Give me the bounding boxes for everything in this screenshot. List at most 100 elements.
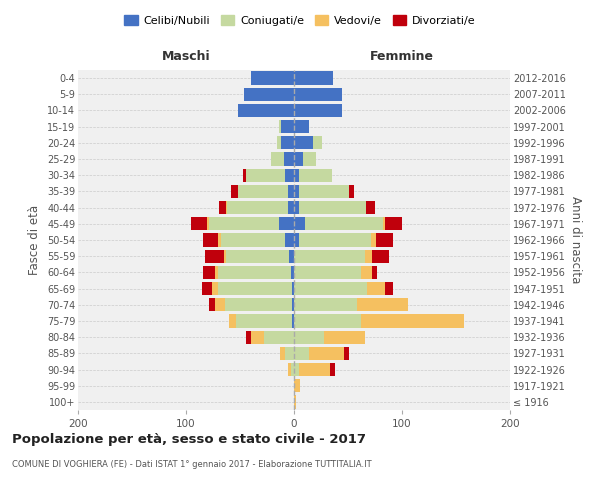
Bar	[302, 152, 316, 166]
Bar	[299, 363, 329, 376]
Bar	[281, 136, 294, 149]
Bar	[372, 266, 377, 279]
Bar	[294, 104, 341, 117]
Bar	[287, 185, 294, 198]
Bar	[313, 136, 322, 149]
Bar	[294, 250, 365, 263]
Bar	[329, 363, 335, 376]
Y-axis label: Fasce di età: Fasce di età	[28, 205, 41, 275]
Bar	[361, 314, 464, 328]
Bar	[292, 298, 294, 312]
Bar	[238, 104, 294, 117]
Bar	[191, 217, 206, 230]
Bar	[294, 120, 309, 134]
Bar	[383, 217, 385, 230]
Bar	[279, 120, 281, 134]
Bar	[294, 72, 333, 85]
Bar	[287, 363, 291, 376]
Bar	[294, 379, 301, 392]
Bar	[206, 217, 209, 230]
Bar	[218, 266, 291, 279]
Bar	[376, 234, 394, 246]
Bar	[202, 282, 212, 295]
Bar	[203, 234, 218, 246]
Bar	[294, 234, 299, 246]
Bar	[212, 282, 218, 295]
Bar	[221, 234, 286, 246]
Bar	[215, 298, 225, 312]
Bar	[224, 250, 226, 263]
Bar	[287, 201, 294, 214]
Bar	[344, 346, 349, 360]
Bar	[294, 396, 296, 408]
Bar	[292, 314, 294, 328]
Bar	[209, 217, 279, 230]
Bar	[294, 363, 299, 376]
Bar	[294, 266, 361, 279]
Bar	[294, 217, 305, 230]
Bar	[299, 168, 332, 182]
Bar	[218, 282, 292, 295]
Bar	[294, 298, 356, 312]
Bar	[294, 185, 299, 198]
Bar	[361, 266, 372, 279]
Bar	[264, 330, 294, 344]
Bar	[289, 250, 294, 263]
Bar	[294, 168, 299, 182]
Text: Maschi: Maschi	[161, 50, 211, 63]
Bar	[305, 217, 383, 230]
Bar	[294, 136, 313, 149]
Bar	[299, 185, 349, 198]
Bar	[238, 185, 287, 198]
Bar	[226, 201, 227, 214]
Bar	[251, 330, 264, 344]
Bar	[324, 330, 365, 344]
Bar	[365, 250, 372, 263]
Bar	[280, 346, 286, 360]
Bar	[372, 250, 389, 263]
Bar	[356, 298, 409, 312]
Y-axis label: Anni di nascita: Anni di nascita	[569, 196, 583, 284]
Bar	[218, 234, 221, 246]
Bar	[281, 120, 294, 134]
Bar	[271, 152, 284, 166]
Bar	[309, 346, 344, 360]
Bar	[294, 201, 299, 214]
Bar	[220, 201, 226, 214]
Bar	[349, 185, 355, 198]
Bar	[385, 282, 394, 295]
Bar	[284, 152, 294, 166]
Bar	[279, 217, 294, 230]
Bar	[371, 234, 376, 246]
Bar	[294, 152, 302, 166]
Bar	[226, 250, 289, 263]
Bar	[291, 363, 294, 376]
Bar	[209, 298, 215, 312]
Bar	[294, 330, 324, 344]
Bar	[243, 168, 247, 182]
Bar	[294, 314, 361, 328]
Bar	[294, 282, 367, 295]
Bar	[299, 201, 367, 214]
Bar	[247, 330, 251, 344]
Bar	[294, 88, 341, 101]
Bar	[299, 234, 371, 246]
Bar	[229, 314, 236, 328]
Bar	[227, 201, 287, 214]
Bar	[367, 282, 385, 295]
Bar	[215, 266, 218, 279]
Bar	[203, 266, 215, 279]
Bar	[291, 266, 294, 279]
Bar	[286, 234, 294, 246]
Bar	[286, 346, 294, 360]
Bar	[251, 72, 294, 85]
Bar	[232, 185, 238, 198]
Bar	[244, 88, 294, 101]
Bar	[367, 201, 375, 214]
Text: Femmine: Femmine	[370, 50, 434, 63]
Bar	[205, 250, 224, 263]
Text: COMUNE DI VOGHIERA (FE) - Dati ISTAT 1° gennaio 2017 - Elaborazione TUTTITALIA.I: COMUNE DI VOGHIERA (FE) - Dati ISTAT 1° …	[12, 460, 371, 469]
Legend: Celibi/Nubili, Coniugati/e, Vedovi/e, Divorziati/e: Celibi/Nubili, Coniugati/e, Vedovi/e, Di…	[120, 10, 480, 30]
Bar	[385, 217, 402, 230]
Bar	[286, 168, 294, 182]
